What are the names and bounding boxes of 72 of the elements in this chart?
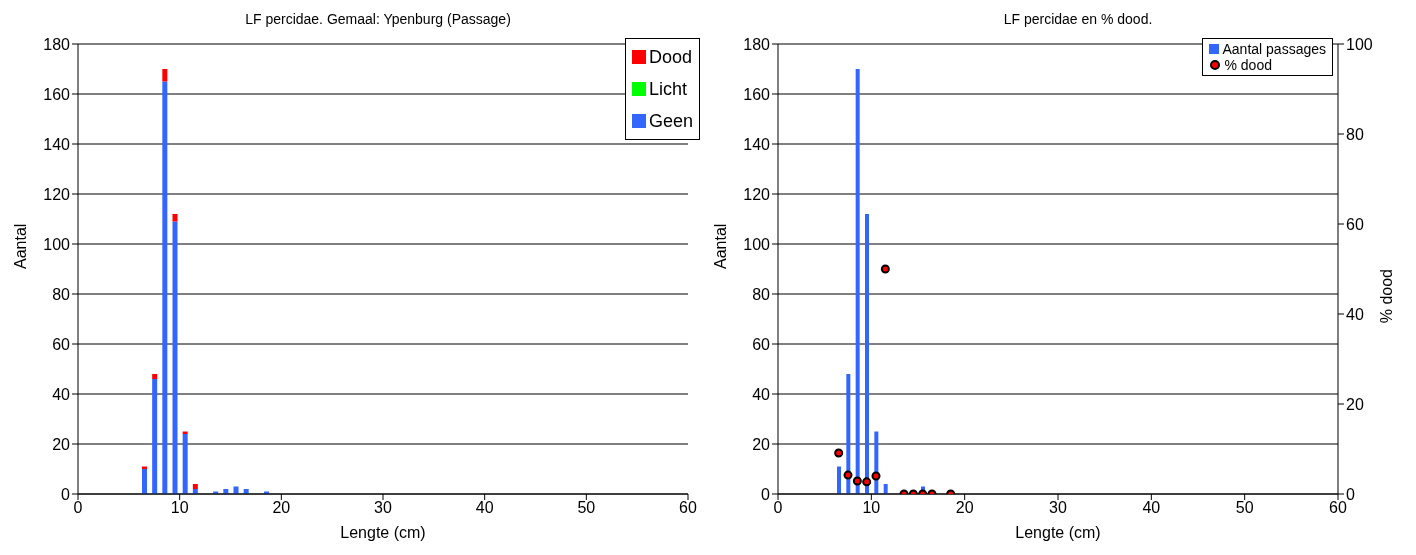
y-tick-label: 80 (752, 285, 771, 303)
point (834, 448, 844, 458)
point (852, 476, 862, 486)
y-tick-label: 20 (52, 435, 71, 453)
bar (172, 221, 178, 494)
y-tick-label: 0 (761, 485, 771, 503)
y2-tick-label: 0 (1346, 485, 1355, 503)
bar (883, 484, 888, 494)
y-tick-label: 180 (43, 35, 71, 53)
x-tick-label: 30 (374, 499, 392, 517)
point (843, 470, 853, 480)
point (880, 264, 890, 274)
y2-axis-title: % dood (1377, 269, 1395, 324)
y-tick-label: 180 (743, 35, 771, 53)
bar (162, 81, 168, 494)
x-tick-label: 10 (170, 499, 189, 517)
y-tick-label: 20 (752, 435, 771, 453)
bar (182, 434, 188, 494)
bar (172, 214, 178, 222)
x-tick-label: 30 (1049, 499, 1067, 517)
x-tick-label: 0 (773, 499, 783, 517)
y-tick-label: 160 (43, 85, 71, 103)
bar (152, 374, 158, 379)
y2-tick-label: 100 (1346, 35, 1373, 53)
x-tick-label: 60 (679, 499, 697, 517)
chart-title: LF percidae. Gemaal: Ypenburg (Passage) (244, 10, 512, 29)
chart-title: LF percidae en % dood. (1002, 10, 1154, 29)
y-tick-label: 60 (52, 335, 71, 353)
bar (142, 469, 147, 494)
legend-label: Geen (648, 110, 693, 133)
x-tick-label: 10 (862, 499, 881, 517)
x-tick-label: 0 (73, 499, 83, 517)
x-tick-label: 40 (475, 499, 494, 517)
y-tick-label: 120 (743, 185, 771, 203)
legend-label: % dood (1224, 57, 1272, 73)
x-axis-title: Lengte (cm) (1015, 524, 1101, 541)
y-tick-label: 120 (43, 185, 71, 203)
point (862, 477, 872, 487)
y-tick-label: 40 (752, 385, 771, 403)
y-tick-label: 0 (61, 485, 71, 503)
x-tick-label: 20 (955, 499, 974, 517)
bar (192, 484, 198, 489)
y-tick-label: 80 (52, 285, 71, 303)
x-tick-label: 60 (1329, 499, 1347, 517)
legend-label: Aantal passages (1222, 41, 1326, 57)
x-tick-label: 40 (1142, 499, 1161, 517)
x-tick-label: 50 (577, 499, 596, 517)
x-axis-title: Lengte (cm) (340, 524, 426, 541)
y-tick-label: 60 (752, 335, 771, 353)
bar (162, 69, 168, 82)
y2-tick-label: 80 (1346, 125, 1364, 143)
point (871, 471, 881, 481)
y-tick-label: 100 (43, 235, 71, 253)
y-tick-label: 40 (52, 385, 71, 403)
legend-label: Licht (648, 78, 687, 101)
bar (846, 374, 851, 494)
y-axis-title: Aantal (711, 223, 729, 269)
y-tick-label: 100 (743, 235, 771, 253)
x-tick-label: 20 (272, 499, 291, 517)
y-axis-title: Aantal (11, 223, 29, 269)
bar (152, 379, 158, 494)
y-tick-label: 140 (743, 135, 771, 153)
bar (865, 214, 869, 494)
y-tick-label: 160 (743, 85, 771, 103)
y2-tick-label: 60 (1346, 215, 1364, 233)
y2-tick-label: 40 (1346, 305, 1364, 323)
y2-tick-label: 20 (1346, 395, 1364, 413)
y-tick-label: 140 (43, 135, 71, 153)
bar (855, 69, 860, 494)
legend-label: Dood (648, 46, 692, 69)
bar (837, 466, 841, 494)
x-tick-label: 50 (1235, 499, 1254, 517)
